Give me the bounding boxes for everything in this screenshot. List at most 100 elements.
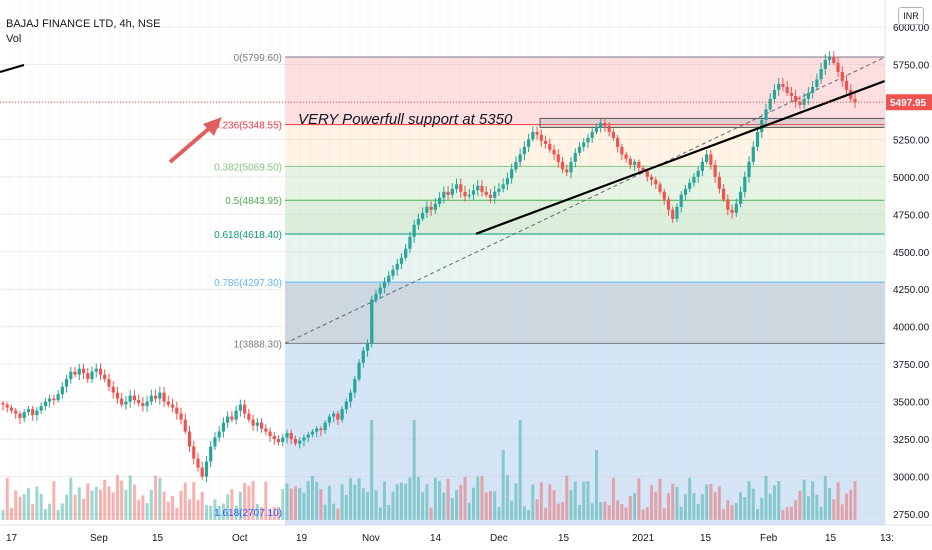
volume-bar (416, 476, 420, 520)
volume-bar (624, 507, 628, 520)
time-tick-label: Feb (760, 533, 778, 544)
candle (336, 413, 340, 420)
candle (170, 404, 175, 408)
volume-bar (493, 491, 497, 520)
time-tick-label: 14 (430, 533, 442, 544)
volume-bar (272, 506, 276, 520)
candle (726, 199, 730, 210)
volume-bar (302, 492, 306, 520)
candle (832, 56, 836, 63)
volume-bar (22, 494, 26, 520)
candle (259, 422, 264, 429)
candle (137, 400, 141, 404)
volume-bar (5, 477, 9, 520)
volume-bar (556, 503, 560, 520)
candle (785, 86, 789, 93)
volume-bar (700, 494, 704, 520)
candle (370, 299, 374, 344)
candle (705, 154, 709, 162)
volume-bar (306, 481, 310, 520)
price-tick-label: 3250.00 (893, 435, 930, 446)
candle (484, 191, 488, 195)
candle (692, 176, 696, 183)
volume-bar (264, 481, 268, 520)
candle (777, 83, 781, 90)
fib-zone-grey (285, 282, 885, 344)
volume-bar (730, 505, 734, 520)
volume-bar (692, 493, 696, 520)
time-tick-label: Dec (490, 533, 508, 544)
volume-bar (705, 484, 709, 520)
candle (382, 281, 387, 288)
candle (332, 413, 336, 417)
candle (209, 446, 213, 462)
volume-bar (103, 479, 107, 520)
candle (90, 371, 94, 380)
volume-bar (293, 486, 297, 520)
fib-zone-extension (285, 343, 885, 525)
volume-bar (31, 504, 35, 520)
candle (196, 458, 200, 468)
volume-bar (98, 489, 102, 520)
candle (200, 467, 204, 477)
arrow-head (203, 117, 222, 136)
candle (493, 191, 497, 198)
volume-label: Vol (6, 33, 22, 45)
candle (696, 170, 700, 177)
candle (433, 203, 437, 210)
candle (272, 436, 276, 440)
candle (548, 143, 552, 150)
candle (408, 236, 412, 249)
currency-button[interactable]: INR (898, 7, 924, 25)
candle (844, 80, 849, 90)
last-price-tag (886, 94, 932, 111)
volume-bar (357, 478, 361, 520)
volume-bar (327, 485, 331, 520)
price-tick-label: 3500.00 (893, 398, 930, 409)
candle (115, 392, 120, 399)
candle (73, 371, 77, 375)
candle (480, 185, 484, 192)
volume-bar (666, 493, 670, 520)
candle (518, 154, 522, 162)
candle (9, 407, 14, 411)
candle (450, 188, 454, 195)
volume-bar (192, 482, 196, 520)
volume-bar (845, 493, 849, 520)
candle (743, 176, 747, 192)
candle (853, 98, 857, 103)
candle (179, 413, 183, 420)
candle (527, 139, 531, 147)
volume-bar (527, 509, 531, 520)
support-zone (539, 117, 886, 128)
candle (569, 161, 573, 173)
volume-bar (336, 508, 340, 520)
candle (535, 131, 539, 135)
candle (238, 404, 242, 411)
candle (391, 269, 395, 276)
support-annotation: VERY Powerfull support at 5350 (298, 111, 513, 128)
volume-bar (145, 502, 149, 520)
volume-bar (332, 503, 336, 520)
volume-bar (573, 481, 577, 520)
volume-bar (56, 509, 60, 520)
candle (628, 158, 632, 165)
volume-bar (111, 492, 115, 520)
volume-bar (204, 505, 208, 520)
candle (251, 419, 255, 426)
candle (276, 439, 281, 443)
volume-bar (743, 497, 747, 520)
candle (98, 368, 103, 375)
candle (488, 194, 493, 198)
volume-bar (183, 482, 187, 520)
volume-bar (675, 486, 679, 520)
volume-bar (412, 420, 416, 520)
candle (166, 401, 170, 405)
volume-bar (429, 507, 433, 520)
volume-bar (501, 450, 505, 520)
candle (425, 206, 429, 213)
candle (666, 199, 671, 210)
volume-bar (671, 483, 675, 520)
volume-bar (628, 496, 632, 520)
